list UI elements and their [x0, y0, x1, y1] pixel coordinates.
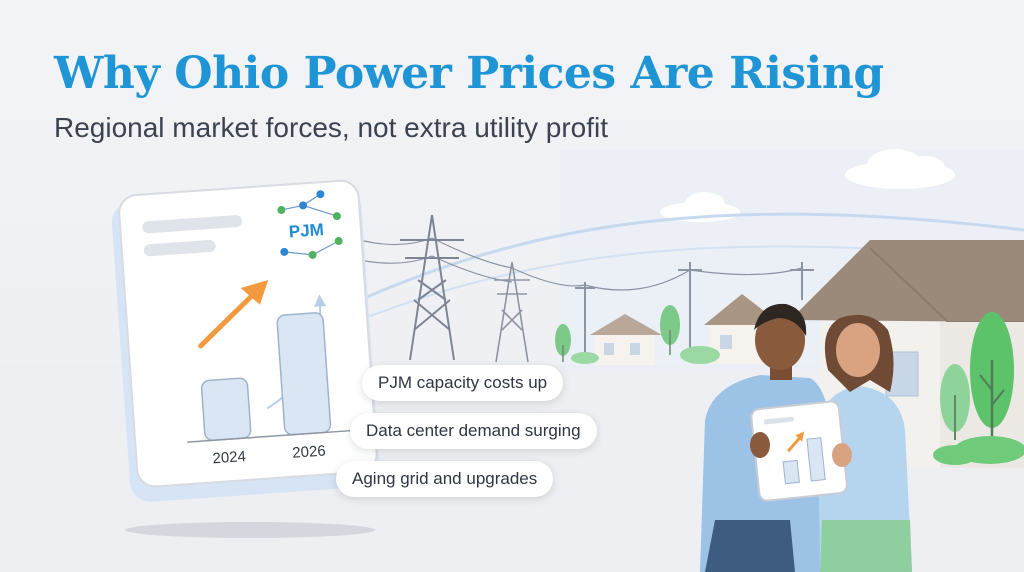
- transmission-tower-icon: [494, 261, 530, 363]
- bush-icon: [571, 346, 720, 364]
- callout-aging-grid: Aging grid and upgrades: [336, 461, 554, 497]
- price-chart-card: PJM 2024 2026: [111, 179, 380, 502]
- card-text-line: [142, 215, 243, 234]
- tablet-icon: [750, 400, 848, 502]
- tree-icon: [970, 312, 1014, 440]
- year-label: 2026: [292, 442, 326, 461]
- pjm-logo-text: PJM: [288, 220, 324, 241]
- callout-data-center-demand: Data center demand surging: [350, 413, 597, 449]
- energy-wave-line: [359, 212, 1024, 302]
- trend-arrowhead-icon: [314, 294, 327, 307]
- callout-capacity-costs: PJM capacity costs up: [362, 365, 564, 401]
- hand: [750, 432, 770, 458]
- card-shadow: [125, 522, 375, 538]
- tree-icon: [660, 305, 680, 355]
- house-icon: [590, 314, 662, 365]
- rising-arrow-icon: [198, 280, 269, 349]
- utility-pole-icon: [575, 262, 814, 362]
- tree-icon: [555, 324, 571, 362]
- transmission-tower-icon: [400, 214, 464, 361]
- chart-baseline: [187, 429, 352, 443]
- page-title: Why Ohio Power Prices Are Rising: [54, 48, 884, 99]
- year-label: 2024: [212, 448, 246, 467]
- page-subtitle: Regional market forces, not extra utilit…: [54, 112, 609, 143]
- card-text-line: [143, 240, 216, 257]
- pjm-network-logo-icon: [277, 190, 343, 259]
- hand: [832, 443, 852, 467]
- bar-2026: [276, 312, 332, 436]
- bar-2024: [200, 377, 252, 442]
- bush-icon: [933, 436, 1024, 465]
- tree-icon: [940, 364, 970, 440]
- cloud-icon: [845, 149, 955, 189]
